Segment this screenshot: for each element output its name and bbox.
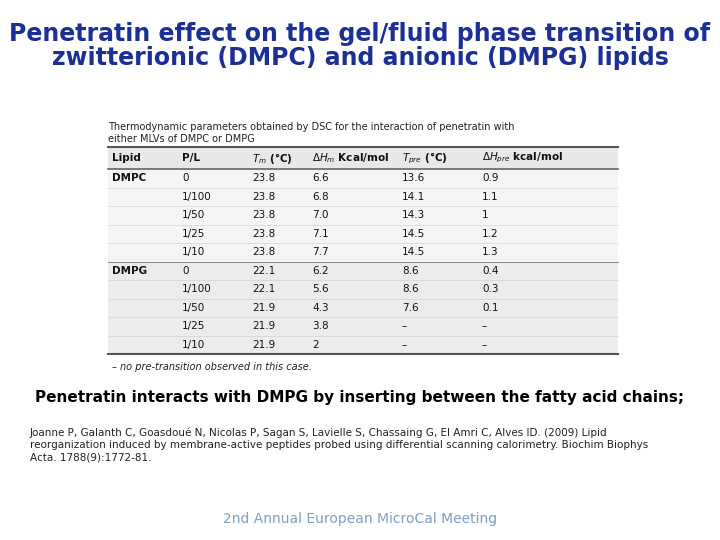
Text: 13.6: 13.6 [402, 173, 426, 183]
Bar [108, 299, 618, 317]
Text: 1/50: 1/50 [182, 210, 205, 220]
Bar [108, 169, 618, 187]
Text: 3.8: 3.8 [312, 321, 328, 331]
Text: 8.6: 8.6 [402, 266, 418, 276]
Text: 7.7: 7.7 [312, 247, 328, 257]
Text: 0.1: 0.1 [482, 303, 498, 313]
Text: Acta. 1788(9):1772-81.: Acta. 1788(9):1772-81. [30, 452, 151, 462]
Text: 14.3: 14.3 [402, 210, 426, 220]
Text: –: – [402, 321, 408, 331]
Text: 23.8: 23.8 [252, 229, 275, 239]
Bar [108, 280, 618, 299]
Text: 0: 0 [182, 173, 189, 183]
Text: 21.9: 21.9 [252, 321, 275, 331]
Text: 1.1: 1.1 [482, 192, 499, 202]
Text: 1/100: 1/100 [182, 192, 212, 202]
Text: Lipid: Lipid [112, 153, 141, 163]
Text: 23.8: 23.8 [252, 192, 275, 202]
Text: –: – [482, 321, 487, 331]
Text: 14.5: 14.5 [402, 247, 426, 257]
Text: Penetratin effect on the gel/fluid phase transition of: Penetratin effect on the gel/fluid phase… [9, 22, 711, 46]
Text: 0.9: 0.9 [482, 173, 498, 183]
Bar [108, 225, 618, 243]
Text: 0.4: 0.4 [482, 266, 498, 276]
Text: 6.8: 6.8 [312, 192, 328, 202]
Text: Penetratin interacts with DMPG by inserting between the fatty acid chains;: Penetratin interacts with DMPG by insert… [35, 390, 685, 405]
Text: zwitterionic (DMPC) and anionic (DMPG) lipids: zwitterionic (DMPC) and anionic (DMPG) l… [52, 46, 668, 70]
Text: 1/10: 1/10 [182, 247, 205, 257]
Text: DMPC: DMPC [112, 173, 146, 183]
Text: either MLVs of DMPC or DMPG: either MLVs of DMPC or DMPG [108, 134, 255, 144]
Text: 23.8: 23.8 [252, 173, 275, 183]
Text: 7.0: 7.0 [312, 210, 328, 220]
Text: –: – [482, 340, 487, 350]
Text: $\Delta H_m$ Kcal/mol: $\Delta H_m$ Kcal/mol [312, 151, 389, 165]
Text: $\Delta H_{pre}$ kcal/mol: $\Delta H_{pre}$ kcal/mol [482, 151, 563, 165]
Text: 1: 1 [482, 210, 489, 220]
Text: Thermodynamic parameters obtained by DSC for the interaction of penetratin with: Thermodynamic parameters obtained by DSC… [108, 122, 515, 132]
Text: 21.9: 21.9 [252, 303, 275, 313]
Text: 23.8: 23.8 [252, 247, 275, 257]
Bar [108, 335, 618, 354]
Text: $T_m$ (°C): $T_m$ (°C) [252, 151, 293, 165]
Text: 1/50: 1/50 [182, 303, 205, 313]
Text: 1/100: 1/100 [182, 284, 212, 294]
Bar [108, 187, 618, 206]
Text: – no pre-transition observed in this case.: – no pre-transition observed in this cas… [112, 362, 312, 372]
Bar [108, 317, 618, 335]
Text: reorganization induced by membrane-active peptides probed using differential sca: reorganization induced by membrane-activ… [30, 440, 648, 450]
Text: 22.1: 22.1 [252, 284, 275, 294]
Text: 1/25: 1/25 [182, 321, 205, 331]
Text: 14.1: 14.1 [402, 192, 426, 202]
Text: $T_{pre}$ (°C): $T_{pre}$ (°C) [402, 150, 448, 166]
Text: 0.3: 0.3 [482, 284, 498, 294]
Text: 7.1: 7.1 [312, 229, 328, 239]
Text: 7.6: 7.6 [402, 303, 418, 313]
Text: 6.2: 6.2 [312, 266, 328, 276]
Text: 5.6: 5.6 [312, 284, 328, 294]
Text: 0: 0 [182, 266, 189, 276]
Text: DMPG: DMPG [112, 266, 147, 276]
Bar [108, 261, 618, 280]
Text: 2nd Annual European MicroCal Meeting: 2nd Annual European MicroCal Meeting [223, 512, 497, 526]
Text: Joanne P, Galanth C, Goasdoué N, Nicolas P, Sagan S, Lavielle S, Chassaing G, El: Joanne P, Galanth C, Goasdoué N, Nicolas… [30, 428, 608, 438]
Text: 23.8: 23.8 [252, 210, 275, 220]
Bar [108, 147, 618, 169]
Text: 1/25: 1/25 [182, 229, 205, 239]
Text: 2: 2 [312, 340, 319, 350]
Text: 8.6: 8.6 [402, 284, 418, 294]
Text: P/L: P/L [182, 153, 200, 163]
Text: 14.5: 14.5 [402, 229, 426, 239]
Text: 4.3: 4.3 [312, 303, 328, 313]
Text: 1.2: 1.2 [482, 229, 499, 239]
Bar [108, 243, 618, 261]
Text: 22.1: 22.1 [252, 266, 275, 276]
Text: 21.9: 21.9 [252, 340, 275, 350]
Text: 1.3: 1.3 [482, 247, 499, 257]
Bar [108, 206, 618, 225]
Text: 1/10: 1/10 [182, 340, 205, 350]
Text: –: – [402, 340, 408, 350]
Text: 6.6: 6.6 [312, 173, 328, 183]
